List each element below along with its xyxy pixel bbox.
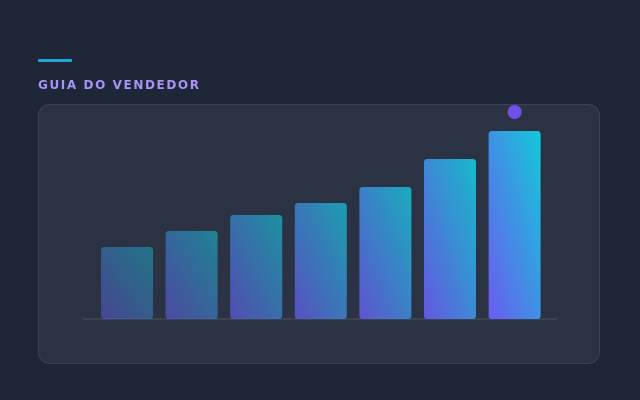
bar-7 bbox=[488, 131, 541, 319]
bar-chart bbox=[83, 105, 557, 320]
bar-6 bbox=[424, 159, 476, 319]
highlight-dot bbox=[507, 105, 522, 119]
bar-4 bbox=[294, 203, 347, 319]
chart-card bbox=[38, 104, 600, 364]
bar-2 bbox=[165, 231, 218, 319]
bar-1 bbox=[101, 247, 153, 319]
bar-5 bbox=[359, 187, 412, 319]
section-kicker: GUIA DO VENDEDOR bbox=[38, 78, 201, 92]
accent-line bbox=[38, 59, 72, 62]
bar-3 bbox=[230, 215, 283, 319]
